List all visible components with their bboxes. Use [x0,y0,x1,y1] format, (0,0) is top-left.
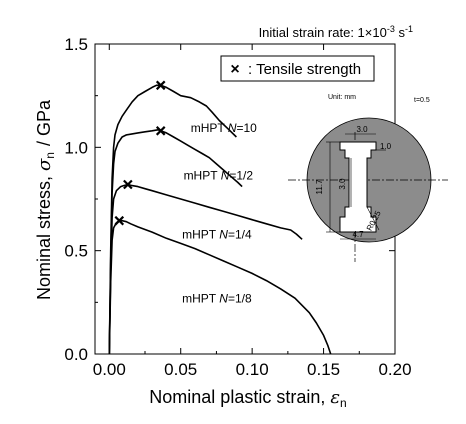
inset-thickness-label: t=0.5 [414,97,430,104]
specimen-inset: Unit: mm t=0.5 3.0 1.0 11.7 3.0 R0.25 4.… [288,94,448,262]
y-axis-title: Nominal stress, σn/ GPa [34,99,57,300]
tensile-strength-marker [155,80,166,91]
x-tick-label: 0.05 [164,360,197,379]
inset-unit-label: Unit: mm [328,94,356,101]
series-label: mHPT N=10 [191,121,257,135]
dim-height-label: 11.7 [315,179,324,195]
tensile-strength-marker [123,179,133,190]
dim-bottom-label: 4.7 [352,230,364,239]
x-axis-title: Nominal plastic strain, εn [149,387,346,410]
dim-shoulder-label: 1.0 [380,142,392,151]
x-tick-label: 0.15 [307,360,340,379]
x-tick-label: 0.20 [378,360,411,379]
series-line [108,183,303,355]
x-tick-label: 0.00 [93,360,126,379]
series-label: mHPT N=1/4 [182,227,252,241]
x-tick-label: 0.10 [236,360,269,379]
strain-rate-note: Initial strain rate: 1×10-3 s-1 [259,24,413,40]
legend-label: : Tensile strength [248,61,361,78]
axis-ticks: 0.00 0.05 0.10 0.15 0.20 0.0 0.5 1.0 1.5 [64,35,411,379]
legend: × : Tensile strength [220,55,375,82]
y-tick-label: 1.5 [64,35,88,54]
y-tick-label: 0.0 [64,345,88,364]
dim-top-label: 3.0 [356,125,368,134]
specimen-shape [339,141,377,233]
dim-radius-leader [366,206,380,231]
curves: mHPT N=10 mHPT N=1/2 mHPT N=1/4 mHPT N=1/8 [108,80,332,355]
dim-gauge-label: 3.0 [338,178,347,190]
series-label: mHPT N=1/2 [184,168,254,182]
tensile-strength-marker [114,215,125,226]
series-line [108,84,237,355]
series-label: mHPT N=1/8 [182,291,252,305]
tensile-strength-marker [155,126,166,136]
legend-box [220,55,375,82]
y-tick-label: 1.0 [64,138,88,157]
y-tick-label: 0.5 [64,242,88,261]
legend-marker: × [230,61,239,78]
